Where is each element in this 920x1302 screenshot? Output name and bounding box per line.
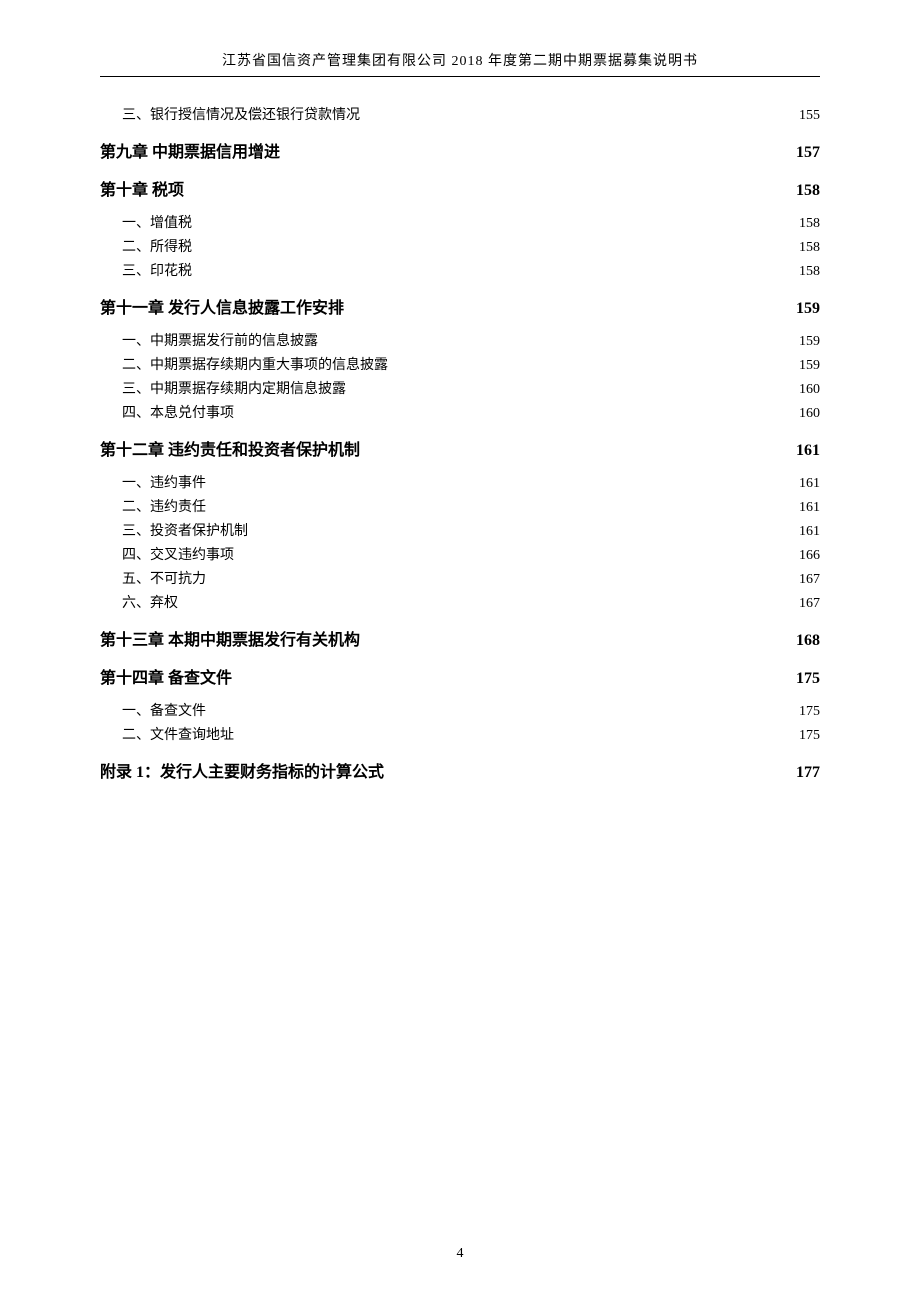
- toc-sub-entry: 三、投资者保护机制 161: [100, 521, 820, 543]
- toc-entry-label: 二、所得税: [122, 237, 192, 259]
- toc-entry-page: 158: [799, 237, 820, 259]
- toc-entry-label: 第十章 税项: [100, 179, 184, 203]
- toc-sub-entry: 五、不可抗力 167: [100, 569, 820, 591]
- toc-sub-entry: 二、违约责任 161: [100, 497, 820, 519]
- toc-entry-label: 第九章 中期票据信用增进: [100, 141, 280, 165]
- toc-entry-label: 五、不可抗力: [122, 569, 206, 591]
- toc-sub-entry: 一、备查文件 175: [100, 701, 820, 723]
- toc-chapter-entry: 第十一章 发行人信息披露工作安排 159: [100, 297, 820, 321]
- toc-entry-page: 167: [799, 593, 820, 615]
- toc-entry-page: 159: [799, 355, 820, 377]
- toc-sub-entry: 三、印花税 158: [100, 261, 820, 283]
- toc-sub-entry: 三、银行授信情况及偿还银行贷款情况 155: [100, 105, 820, 127]
- toc-sub-entry: 二、文件查询地址 175: [100, 725, 820, 747]
- toc-entry-page: 175: [799, 725, 820, 747]
- toc-entry-page: 160: [799, 379, 820, 401]
- toc-entry-page: 155: [799, 105, 820, 127]
- toc-chapter-entry: 第十章 税项 158: [100, 179, 820, 203]
- toc-entry-page: 167: [799, 569, 820, 591]
- document-page: 江苏省国信资产管理集团有限公司 2018 年度第二期中期票据募集说明书 三、银行…: [0, 0, 920, 835]
- toc-entry-label: 二、违约责任: [122, 497, 206, 519]
- toc-entry-page: 157: [796, 141, 820, 165]
- toc-entry-label: 四、本息兑付事项: [122, 403, 234, 425]
- toc-entry-label: 第十四章 备查文件: [100, 667, 232, 691]
- toc-chapter-entry: 第十四章 备查文件 175: [100, 667, 820, 691]
- toc-chapter-entry: 第九章 中期票据信用增进 157: [100, 141, 820, 165]
- toc-sub-entry: 二、所得税 158: [100, 237, 820, 259]
- toc-entry-page: 158: [799, 261, 820, 283]
- toc-entry-label: 三、印花税: [122, 261, 192, 283]
- toc-chapter-entry: 第十二章 违约责任和投资者保护机制 161: [100, 439, 820, 463]
- toc-sub-entry: 三、中期票据存续期内定期信息披露 160: [100, 379, 820, 401]
- toc-entry-page: 159: [799, 331, 820, 353]
- toc-entry-page: 175: [799, 701, 820, 723]
- toc-entry-page: 159: [796, 297, 820, 321]
- toc-entry-page: 168: [796, 629, 820, 653]
- toc-entry-label: 六、弃权: [122, 593, 178, 615]
- toc-sub-entry: 四、交叉违约事项 166: [100, 545, 820, 567]
- toc-entry-label: 第十三章 本期中期票据发行有关机构: [100, 629, 360, 653]
- toc-entry-label: 一、中期票据发行前的信息披露: [122, 331, 318, 353]
- page-header: 江苏省国信资产管理集团有限公司 2018 年度第二期中期票据募集说明书: [100, 50, 820, 77]
- toc-sub-entry: 六、弃权 167: [100, 593, 820, 615]
- toc-sub-entry: 四、本息兑付事项 160: [100, 403, 820, 425]
- toc-entry-label: 二、中期票据存续期内重大事项的信息披露: [122, 355, 388, 377]
- toc-entry-label: 三、银行授信情况及偿还银行贷款情况: [122, 105, 360, 127]
- toc-entry-label: 四、交叉违约事项: [122, 545, 234, 567]
- toc-entry-page: 161: [796, 439, 820, 463]
- toc-entry-label: 一、违约事件: [122, 473, 206, 495]
- toc-entry-label: 第十二章 违约责任和投资者保护机制: [100, 439, 360, 463]
- toc-entry-page: 158: [799, 213, 820, 235]
- toc-entry-label: 第十一章 发行人信息披露工作安排: [100, 297, 344, 321]
- toc-entry-page: 161: [799, 521, 820, 543]
- toc-chapter-entry: 第十三章 本期中期票据发行有关机构 168: [100, 629, 820, 653]
- table-of-contents: 三、银行授信情况及偿还银行贷款情况 155 第九章 中期票据信用增进 157 第十章 税…: [100, 105, 820, 785]
- page-number: 4: [0, 1246, 920, 1262]
- toc-entry-label: 一、备查文件: [122, 701, 206, 723]
- toc-entry-page: 177: [796, 761, 820, 785]
- toc-entry-label: 一、增值税: [122, 213, 192, 235]
- toc-entry-page: 175: [796, 667, 820, 691]
- toc-sub-entry: 一、中期票据发行前的信息披露 159: [100, 331, 820, 353]
- toc-entry-label: 附录 1：发行人主要财务指标的计算公式: [100, 761, 384, 785]
- toc-entry-page: 161: [799, 473, 820, 495]
- toc-entry-page: 158: [796, 179, 820, 203]
- toc-sub-entry: 一、增值税 158: [100, 213, 820, 235]
- toc-entry-page: 161: [799, 497, 820, 519]
- toc-entry-label: 三、投资者保护机制: [122, 521, 248, 543]
- toc-entry-page: 160: [799, 403, 820, 425]
- toc-entry-label: 三、中期票据存续期内定期信息披露: [122, 379, 346, 401]
- toc-sub-entry: 二、中期票据存续期内重大事项的信息披露 159: [100, 355, 820, 377]
- toc-chapter-entry: 附录 1：发行人主要财务指标的计算公式 177: [100, 761, 820, 785]
- toc-entry-page: 166: [799, 545, 820, 567]
- toc-entry-label: 二、文件查询地址: [122, 725, 234, 747]
- toc-sub-entry: 一、违约事件 161: [100, 473, 820, 495]
